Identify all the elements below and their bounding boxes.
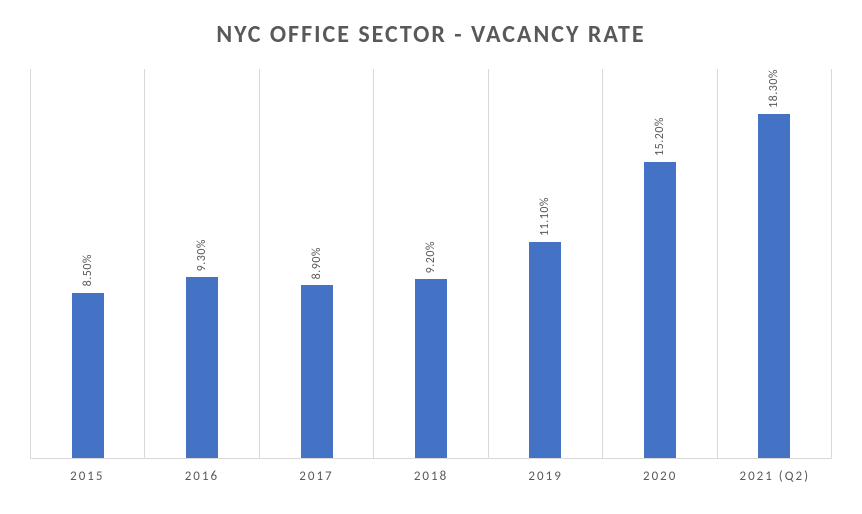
x-axis-label: 2016 bbox=[145, 469, 260, 484]
bar bbox=[644, 162, 676, 458]
bar-group: 9.30% bbox=[145, 69, 259, 458]
data-label: 18.30% bbox=[767, 69, 781, 108]
bar-group: 15.20% bbox=[603, 69, 717, 458]
data-label: 11.10% bbox=[538, 197, 552, 236]
x-axis: 2015 2016 2017 2018 2019 2020 2021 (Q2) bbox=[30, 469, 832, 484]
chart-container: NYC OFFICE SECTOR - VACANCY RATE 8.50% 9… bbox=[0, 0, 862, 514]
bar-group: 11.10% bbox=[489, 69, 603, 458]
plot-area: 8.50% 9.30% 8.90% 9.20% 11.10% 15.20% 18… bbox=[30, 69, 832, 459]
x-axis-label: 2019 bbox=[488, 469, 603, 484]
bar-group: 8.50% bbox=[31, 69, 145, 458]
bar-group: 18.30% bbox=[718, 69, 832, 458]
data-label: 8.90% bbox=[310, 247, 324, 279]
bar bbox=[415, 279, 447, 458]
data-label: 8.50% bbox=[81, 254, 95, 286]
bar bbox=[301, 285, 333, 458]
x-axis-label: 2020 bbox=[603, 469, 718, 484]
data-label: 15.20% bbox=[653, 117, 667, 156]
bar bbox=[758, 114, 790, 458]
data-label: 9.30% bbox=[195, 239, 209, 271]
bar bbox=[72, 293, 104, 458]
x-axis-label: 2018 bbox=[374, 469, 489, 484]
bar-group: 8.90% bbox=[260, 69, 374, 458]
x-axis-label: 2017 bbox=[259, 469, 374, 484]
data-label: 9.20% bbox=[424, 241, 438, 273]
bar bbox=[186, 277, 218, 458]
bar-group: 9.20% bbox=[374, 69, 488, 458]
x-axis-label: 2015 bbox=[30, 469, 145, 484]
bar bbox=[529, 242, 561, 458]
chart-title: NYC OFFICE SECTOR - VACANCY RATE bbox=[30, 20, 832, 49]
x-axis-label: 2021 (Q2) bbox=[717, 469, 832, 484]
